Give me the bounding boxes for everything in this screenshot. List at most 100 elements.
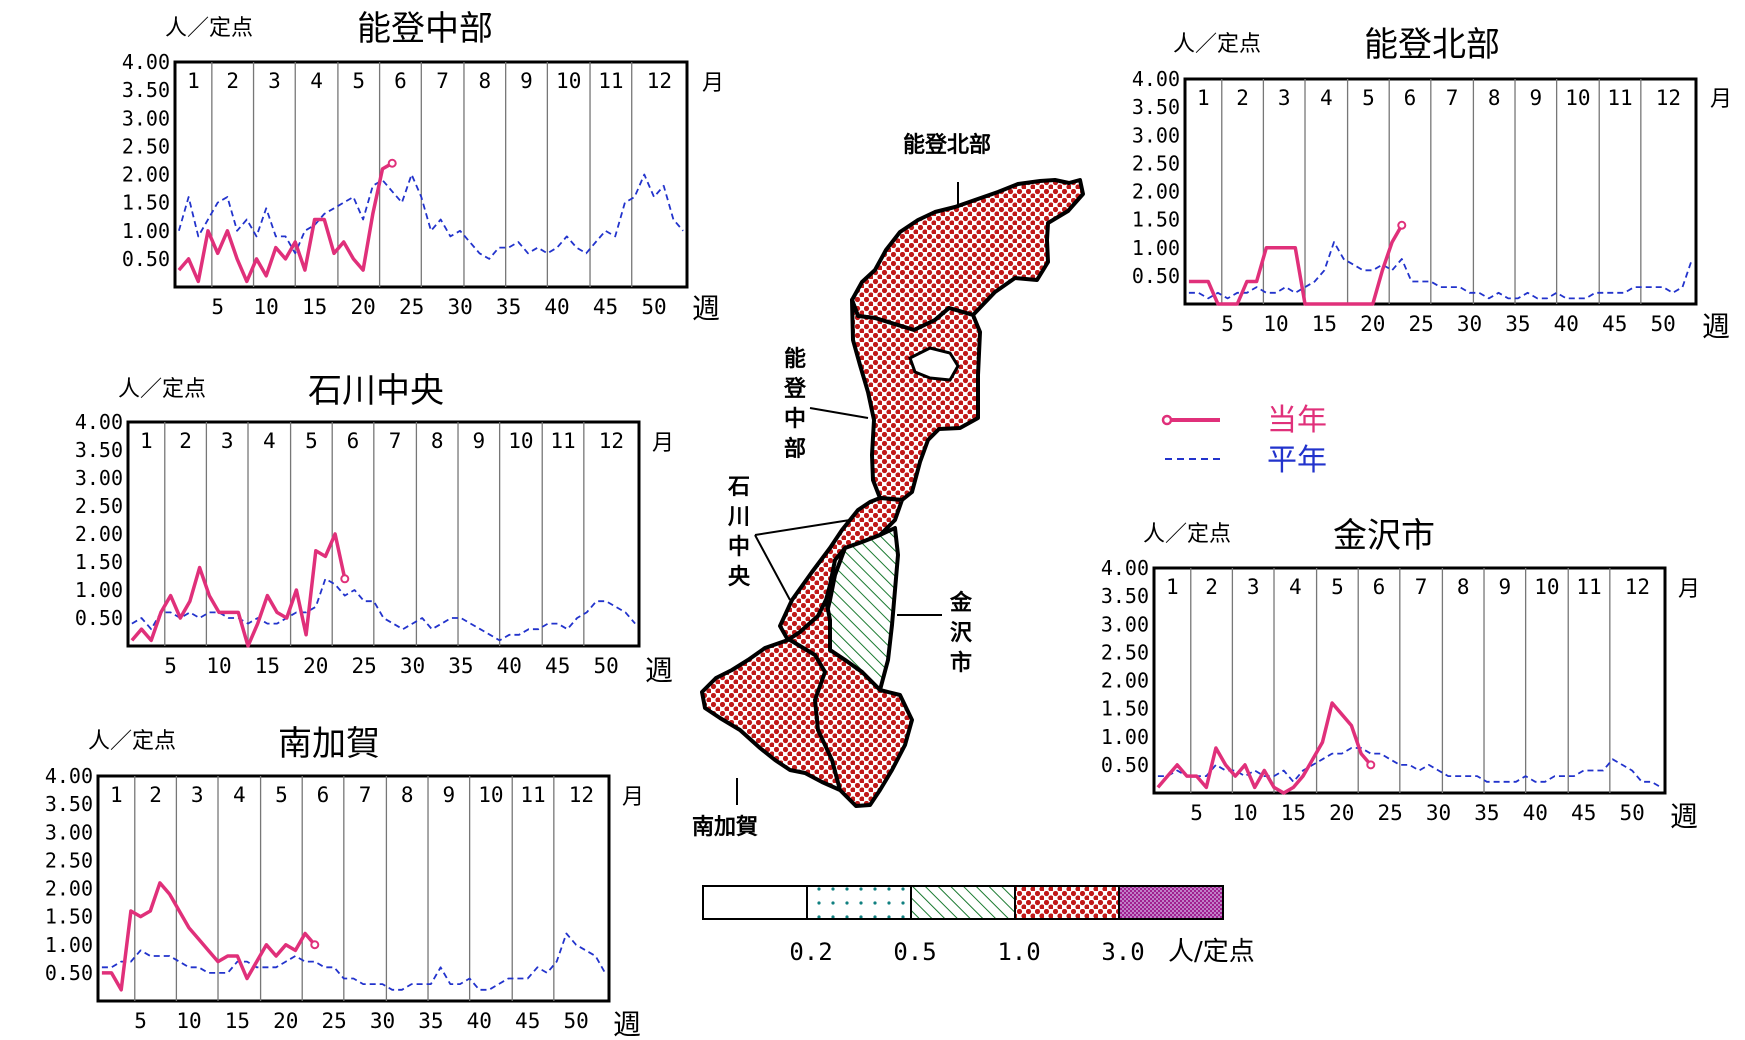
legend-current-label: 当年	[1267, 403, 1327, 438]
x-tick-label: 10	[176, 1009, 201, 1033]
week-unit-label: 週	[1670, 800, 1698, 833]
scale-tick-0.5: 0.5	[893, 938, 936, 966]
y-tick-labels: 4.00 3.50 3.00 2.50 2.00 1.50 1.00 0.50	[1132, 67, 1180, 288]
month-label: 8	[1488, 86, 1501, 110]
ylabel: 人／定点	[88, 729, 176, 754]
y-tick-label: 2.50	[45, 848, 93, 872]
y-tick-label: 1.00	[1101, 725, 1149, 749]
month-labels: 1 2 3 4 5 6 7 8 9 10 11 12	[140, 429, 624, 453]
month-label: 11	[550, 429, 575, 453]
month-label: 12	[647, 69, 672, 93]
x-tick-label: 30	[1426, 801, 1451, 825]
y-tick-label: 3.50	[1132, 95, 1180, 119]
y-tick-label: 4.00	[75, 410, 123, 434]
x-tick-label: 25	[399, 295, 424, 319]
month-label: 6	[1404, 86, 1417, 110]
month-label: 11	[1607, 86, 1632, 110]
y-tick-labels: 4.00 3.50 3.00 2.50 2.00 1.50 1.00 0.50	[75, 410, 123, 630]
x-tick-label: 30	[1457, 312, 1482, 336]
x-tick-label: 30	[370, 1009, 395, 1033]
x-tick-label: 30	[400, 654, 425, 678]
series-normal-year-line	[1157, 747, 1662, 789]
y-tick-label: 1.50	[1132, 208, 1180, 232]
y-tick-label: 1.50	[45, 905, 93, 929]
y-tick-label: 2.00	[122, 163, 170, 187]
chart-minami-kaga: 人／定点 南加賀 1 2 3 4 5 6 7 8 9 10 11 12 月 4.003.503.002…	[45, 724, 644, 1040]
series-current-year-line	[130, 532, 347, 648]
month-label: 2	[1236, 86, 1249, 110]
series-current-year-end-marker	[340, 574, 350, 584]
scale-box-above-3.0	[1118, 885, 1224, 920]
series-current-year-end-marker	[1366, 760, 1376, 770]
y-tick-label: 1.50	[75, 550, 123, 574]
y-tick-label: 3.00	[75, 466, 123, 490]
month-label: 2	[1205, 575, 1218, 599]
x-tick-label: 35	[1474, 801, 1499, 825]
month-label: 10	[508, 429, 533, 453]
month-gridlines	[1221, 79, 1642, 304]
series-normal-year-line	[1188, 241, 1693, 300]
month-label: 12	[599, 429, 624, 453]
chart-noto-chubu: 人／定点 能登中部 1 2 3 4 5 6 7 8 9 10 11 12 月 4.003.503.00…	[122, 9, 724, 325]
month-label: 11	[520, 783, 545, 807]
legend-current-marker	[1161, 414, 1173, 426]
month-label: 4	[233, 783, 246, 807]
map-label-ishikawa-chuo-3: 中	[728, 535, 750, 560]
bay-island	[908, 346, 960, 382]
x-tick-label: 35	[496, 295, 521, 319]
month-label: 3	[1278, 86, 1291, 110]
month-label: 7	[389, 429, 402, 453]
map-label-kanazawa-3: 市	[950, 650, 972, 676]
x-tick-label: 45	[1602, 312, 1627, 336]
month-labels: 1 2 3 4 5 6 7 8 9 10 11 12	[1166, 575, 1650, 599]
month-labels: 1 2 3 4 5 6 7 8 9 10 11 12	[187, 69, 672, 93]
y-tick-label: 0.50	[1132, 264, 1180, 288]
y-tick-label: 2.00	[45, 877, 93, 901]
month-label: 10	[1565, 86, 1590, 110]
leader-ishikawa-chuo	[754, 519, 851, 601]
y-tick-label: 1.00	[1132, 236, 1180, 260]
series-current-year-end-marker	[1397, 220, 1407, 230]
month-unit-label: 月	[702, 71, 724, 96]
x-tick-label: 10	[1263, 312, 1288, 336]
series-lines	[177, 158, 684, 284]
month-label: 6	[347, 429, 360, 453]
map-label-kanazawa-2: 沢	[950, 621, 973, 646]
month-label: 2	[226, 69, 239, 93]
week-unit-label: 週	[645, 654, 673, 687]
map-label-noto-chubu-3: 中	[784, 407, 806, 432]
map-label-noto-chubu-2: 登	[783, 377, 807, 402]
x-tick-label: 15	[1312, 312, 1337, 336]
x-tick-label: 15	[302, 295, 327, 319]
month-label: 8	[1457, 575, 1470, 599]
scale-box-0.5-1.0	[910, 885, 1016, 920]
month-label: 9	[520, 69, 533, 93]
month-label: 3	[1247, 575, 1260, 599]
scale-tick-0.2: 0.2	[789, 938, 832, 966]
series-current-year-line	[1156, 701, 1373, 795]
x-tick-labels: 5 10 15 20 25 30 35 40 45 50	[164, 654, 618, 678]
y-tick-labels: 4.00 3.50 3.00 2.50 2.00 1.50 1.00 0.50	[1101, 556, 1149, 777]
plot-frame	[173, 60, 689, 289]
y-tick-label: 0.50	[122, 247, 170, 271]
y-tick-label: 2.00	[75, 522, 123, 546]
month-label: 8	[431, 429, 444, 453]
month-label: 6	[1373, 575, 1386, 599]
month-unit-label: 月	[1678, 577, 1700, 602]
series-legend: 当年 平年	[1161, 403, 1327, 478]
chart-title: 金沢市	[1333, 516, 1435, 556]
month-label: 5	[305, 429, 318, 453]
y-tick-label: 4.00	[122, 50, 170, 74]
series-normal-year-line	[178, 173, 684, 260]
series-lines	[1156, 701, 1662, 795]
x-tick-label: 25	[351, 654, 376, 678]
x-tick-label: 20	[1329, 801, 1354, 825]
inner-boundary-minami-kaga	[788, 638, 842, 791]
month-label: 10	[478, 783, 503, 807]
map-label-noto-hokubu: 能登北部	[903, 132, 991, 158]
map-label-ishikawa-chuo-1: 石	[727, 475, 750, 500]
x-tick-label: 35	[418, 1009, 443, 1033]
month-label: 9	[443, 783, 456, 807]
week-unit-label: 週	[613, 1008, 641, 1040]
x-tick-label: 25	[1377, 801, 1402, 825]
